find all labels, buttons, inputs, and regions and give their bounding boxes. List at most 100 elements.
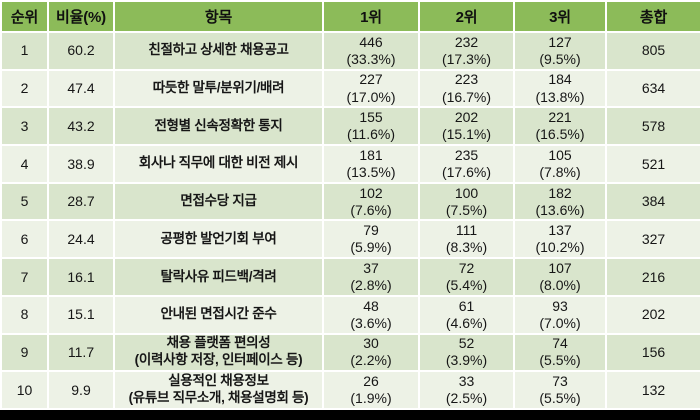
third-place-cell: 73 (5.5%): [513, 370, 607, 410]
ratio-cell: 43.2: [47, 106, 115, 147]
item-cell: 회사나 직무에 대한 비전 제시: [113, 144, 324, 184]
first-place-cell: 26 (1.9%): [322, 370, 420, 410]
total-cell: 634: [605, 68, 700, 109]
second-pct: (3.9%): [445, 352, 488, 369]
col-header-first: 1위: [322, 0, 420, 33]
total-cell: 805: [605, 31, 700, 71]
first-pct: (13.5%): [346, 163, 396, 180]
item-line2: (이력사항 저장, 인터페이스 등): [134, 352, 303, 368]
third-count: 74: [552, 335, 568, 352]
first-count: 48: [363, 297, 379, 314]
third-place-cell: 107 (8.0%): [513, 257, 607, 297]
item-line1: 탈락사유 피드백/격려: [160, 268, 277, 284]
second-place-cell: 100 (7.5%): [418, 181, 515, 222]
second-count: 111: [455, 222, 478, 239]
table-row: 9 11.7 채용 플랫폼 편의성 (이력사항 저장, 인터페이스 등) 30 …: [0, 332, 700, 373]
first-place-cell: 102 (7.6%): [322, 181, 420, 222]
letterbox-bar: [0, 410, 700, 420]
third-count: 107: [548, 259, 572, 276]
item-cell: 탈락사유 피드백/격려: [113, 257, 324, 297]
first-place-cell: 155 (11.6%): [322, 106, 420, 147]
first-pct: (33.3%): [346, 50, 396, 67]
ranking-table: 순위 비율(%) 항목 1위 2위 3위 총합 1 60.2 친절하고 상세한 …: [0, 0, 700, 410]
col-header-total: 총합: [605, 0, 700, 33]
item-cell: 채용 플랫폼 편의성 (이력사항 저장, 인터페이스 등): [113, 332, 324, 373]
second-pct: (17.6%): [441, 163, 492, 180]
item-cell: 전형별 신속정확한 통지: [113, 106, 324, 147]
rank-cell: 6: [0, 219, 49, 260]
first-place-cell: 30 (2.2%): [322, 332, 420, 373]
first-count: 30: [363, 335, 379, 352]
table-row: 2 47.4 따듯한 말투/분위기/배려 227 (17.0%) 223 (16…: [0, 68, 700, 109]
first-count: 102: [359, 184, 383, 201]
third-count: 127: [548, 33, 572, 50]
first-place-cell: 181 (13.5%): [322, 144, 420, 184]
third-place-cell: 184 (13.8%): [513, 68, 607, 109]
table-row: 7 16.1 탈락사유 피드백/격려 37 (2.8%) 72 (5.4%) 1…: [0, 257, 700, 297]
second-count: 72: [458, 259, 475, 276]
third-place-cell: 105 (7.8%): [513, 144, 607, 184]
item-line1: 따듯한 말투/분위기/배려: [152, 80, 285, 96]
table-row: 6 24.4 공평한 발언기회 부여 79 (5.9%) 111 (8.3%) …: [0, 219, 700, 260]
rank-cell: 9: [0, 332, 49, 373]
second-place-cell: 33 (2.5%): [418, 370, 515, 410]
item-cell: 실용적인 채용정보 (유튜브 직무소개, 채용설명회 등): [113, 370, 324, 410]
third-place-cell: 74 (5.5%): [513, 332, 607, 373]
rank-cell: 2: [0, 68, 49, 109]
item-line1: 친절하고 상세한 채용공고: [148, 42, 289, 58]
item-line2: (유튜브 직무소개, 채용설명회 등): [128, 390, 309, 406]
rank-cell: 3: [0, 106, 49, 147]
third-pct: (13.6%): [535, 201, 585, 218]
second-place-cell: 52 (3.9%): [418, 332, 515, 373]
item-cell: 공평한 발언기회 부여: [113, 219, 324, 260]
third-count: 184: [548, 71, 572, 88]
total-cell: 132: [605, 370, 700, 410]
item-line1: 전형별 신속정확한 통지: [154, 117, 283, 133]
second-place-cell: 202 (15.1%): [418, 106, 515, 147]
second-pct: (8.3%): [445, 239, 488, 256]
first-pct: (5.9%): [350, 239, 392, 256]
first-count: 37: [363, 259, 379, 276]
third-place-cell: 221 (16.5%): [513, 106, 607, 147]
total-cell: 216: [605, 257, 700, 297]
first-count: 26: [363, 373, 379, 390]
first-place-cell: 37 (2.8%): [322, 257, 420, 297]
third-count: 93: [552, 297, 568, 314]
third-pct: (7.8%): [539, 163, 581, 180]
first-count: 155: [359, 109, 383, 126]
item-line1: 채용 플랫폼 편의성: [166, 335, 271, 351]
table-row: 8 15.1 안내된 면접시간 준수 48 (3.6%) 61 (4.6%) 9…: [0, 294, 700, 335]
col-header-rank: 순위: [0, 0, 49, 33]
first-pct: (3.6%): [350, 314, 392, 331]
first-pct: (17.0%): [346, 88, 396, 105]
third-place-cell: 182 (13.6%): [513, 181, 607, 222]
first-pct: (7.6%): [350, 201, 392, 218]
third-pct: (8.0%): [539, 276, 581, 293]
second-place-cell: 61 (4.6%): [418, 294, 515, 335]
item-line1: 면접수당 지급: [180, 193, 257, 209]
table-row: 4 38.9 회사나 직무에 대한 비전 제시 181 (13.5%) 235 …: [0, 144, 700, 184]
first-count: 181: [359, 146, 383, 163]
first-count: 227: [359, 71, 383, 88]
third-pct: (10.2%): [535, 239, 585, 256]
third-pct: (5.5%): [539, 352, 581, 369]
ratio-cell: 15.1: [47, 294, 115, 335]
total-cell: 202: [605, 294, 700, 335]
second-place-cell: 111 (8.3%): [418, 219, 515, 260]
third-count: 137: [548, 222, 572, 239]
item-line1: 회사나 직무에 대한 비전 제시: [138, 155, 299, 171]
second-count: 223: [454, 71, 479, 88]
second-count: 33: [458, 373, 475, 390]
rank-cell: 1: [0, 31, 49, 71]
first-place-cell: 48 (3.6%): [322, 294, 420, 335]
second-pct: (15.1%): [441, 126, 492, 143]
table-body: 1 60.2 친절하고 상세한 채용공고 446 (33.3%) 232 (17…: [0, 31, 700, 410]
second-place-cell: 235 (17.6%): [418, 144, 515, 184]
second-place-cell: 223 (16.7%): [418, 68, 515, 109]
ratio-cell: 28.7: [47, 181, 115, 222]
ratio-cell: 24.4: [47, 219, 115, 260]
col-header-second: 2위: [418, 0, 515, 33]
rank-cell: 10: [0, 370, 49, 410]
second-place-cell: 232 (17.3%): [418, 31, 515, 71]
